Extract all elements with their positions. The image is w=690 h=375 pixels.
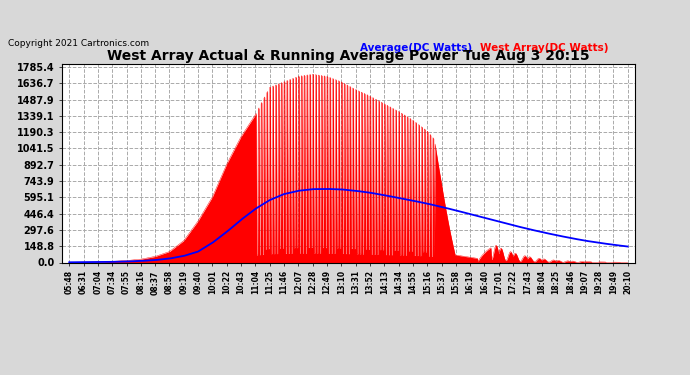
Text: Copyright 2021 Cartronics.com: Copyright 2021 Cartronics.com <box>8 39 150 48</box>
Text: Average(DC Watts): Average(DC Watts) <box>360 43 472 53</box>
Text: West Array(DC Watts): West Array(DC Watts) <box>480 43 609 53</box>
Title: West Array Actual & Running Average Power Tue Aug 3 20:15: West Array Actual & Running Average Powe… <box>107 49 590 63</box>
